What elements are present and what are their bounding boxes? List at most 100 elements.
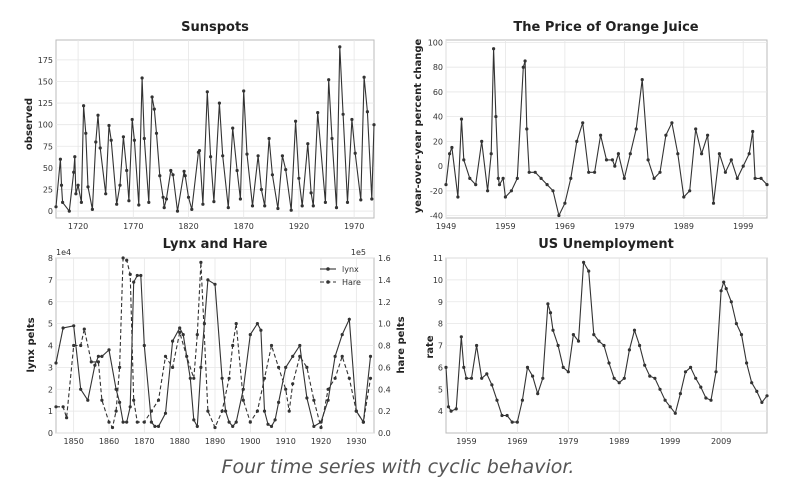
- legend-marker-hare: [326, 280, 330, 284]
- data-point-unemployment: [541, 376, 545, 380]
- y-tick-label: 5: [438, 385, 443, 394]
- data-point-lynx: [259, 328, 263, 332]
- data-point-orange-juice: [664, 133, 668, 137]
- data-point-unemployment: [719, 289, 723, 293]
- data-point-sunspots: [334, 206, 339, 210]
- y-tick-label: 6: [438, 363, 443, 372]
- data-point-sunspots: [316, 111, 320, 115]
- chart-title-unemployment: US Unemployment: [538, 237, 674, 252]
- data-point-hare: [65, 416, 69, 420]
- data-point-unemployment: [745, 361, 749, 365]
- data-point-lynx: [156, 424, 161, 428]
- data-point-hare: [149, 409, 153, 413]
- y-tick-label: 0: [48, 429, 53, 438]
- data-point-lynx: [139, 273, 143, 278]
- data-point-unemployment: [515, 420, 519, 424]
- y2-tick-label: 0.2: [378, 407, 391, 416]
- x-tick-label: 1969: [507, 437, 527, 446]
- data-point-unemployment: [724, 287, 728, 291]
- data-point-sunspots: [238, 197, 242, 201]
- data-point-sunspots: [115, 202, 119, 206]
- data-point-orange-juice: [545, 183, 549, 187]
- data-point-orange-juice: [523, 59, 527, 63]
- data-point-sunspots: [201, 202, 205, 206]
- data-point-unemployment: [722, 280, 726, 284]
- data-point-sunspots: [263, 204, 267, 208]
- data-point-orange-juice: [723, 170, 728, 174]
- data-point-orange-juice: [599, 133, 603, 137]
- data-point-orange-juice: [450, 145, 454, 150]
- data-point-sunspots: [161, 195, 165, 199]
- data-point-sunspots: [197, 149, 202, 153]
- y-tick-label: 7: [438, 342, 443, 351]
- data-point-unemployment: [627, 348, 632, 352]
- data-point-sunspots: [345, 200, 350, 204]
- y-axis-label-sunspots: observed: [24, 98, 35, 150]
- data-point-sunspots: [256, 154, 260, 158]
- data-point-sunspots: [137, 203, 141, 207]
- data-point-sunspots: [365, 110, 369, 114]
- data-point-lynx: [312, 424, 316, 428]
- data-point-hare: [284, 387, 288, 391]
- x-tick-label: 1880: [169, 437, 189, 446]
- data-point-unemployment: [571, 333, 576, 337]
- y-tick-label: 11: [433, 254, 443, 263]
- data-point-sunspots: [59, 183, 64, 187]
- data-point-unemployment: [602, 343, 606, 348]
- legend: lynx Hare: [320, 265, 361, 287]
- data-point-orange-juice: [557, 213, 561, 218]
- data-point-lynx: [132, 280, 136, 284]
- x-tick-label: 1910: [275, 437, 295, 446]
- data-point-sunspots: [294, 119, 298, 123]
- data-point-lynx: [368, 354, 373, 358]
- data-point-sunspots: [104, 192, 108, 196]
- y-axis-label-lynx: lynx pelts: [26, 317, 37, 372]
- data-point-hare: [121, 256, 125, 260]
- data-point-hare: [326, 387, 330, 391]
- data-point-hare: [298, 354, 302, 358]
- data-point-lynx: [121, 420, 125, 424]
- data-point-sunspots: [284, 168, 288, 172]
- data-point-sunspots: [142, 136, 146, 141]
- data-point-orange-juice: [587, 170, 591, 174]
- data-point-unemployment: [469, 376, 474, 380]
- data-point-hare: [287, 409, 291, 413]
- data-point-sunspots: [353, 151, 357, 155]
- data-point-sunspots: [54, 205, 58, 209]
- data-point-sunspots: [171, 173, 175, 177]
- data-point-sunspots: [130, 117, 134, 122]
- data-point-orange-juice: [670, 121, 674, 125]
- data-point-lynx: [284, 365, 288, 369]
- data-point-sunspots: [132, 138, 136, 142]
- y2-tick-label: 1.6: [378, 254, 391, 263]
- data-point-orange-juice: [503, 195, 507, 199]
- data-point-sunspots: [164, 197, 168, 201]
- y2-tick-label: 0.6: [378, 363, 391, 372]
- data-point-lynx: [347, 317, 351, 321]
- data-point-lynx: [291, 354, 295, 358]
- y-tick-label: 2: [48, 385, 53, 394]
- data-point-lynx: [128, 405, 132, 409]
- data-point-sunspots: [327, 78, 331, 82]
- y-tick-label: 0: [438, 162, 443, 171]
- data-point-unemployment: [495, 398, 499, 402]
- data-point-orange-juice: [462, 158, 466, 162]
- data-point-unemployment: [561, 365, 565, 369]
- data-point-lynx: [234, 420, 238, 424]
- data-point-lynx: [114, 387, 118, 391]
- data-point-sunspots: [154, 131, 159, 135]
- data-point-lynx: [220, 376, 224, 380]
- data-point-unemployment: [683, 370, 688, 374]
- data-point-orange-juice: [492, 47, 496, 51]
- data-point-lynx: [79, 387, 83, 391]
- data-point-sunspots: [280, 154, 284, 158]
- x-tick-label: 1870: [234, 222, 254, 231]
- data-point-hare: [128, 272, 132, 276]
- data-point-sunspots: [362, 75, 366, 79]
- data-point-lynx: [163, 411, 168, 415]
- x-tick-label: 1999: [660, 437, 680, 446]
- data-point-lynx: [227, 420, 231, 424]
- x-tick-label: 2009: [711, 437, 731, 446]
- data-point-sunspots: [152, 107, 156, 111]
- data-point-sunspots: [98, 146, 102, 150]
